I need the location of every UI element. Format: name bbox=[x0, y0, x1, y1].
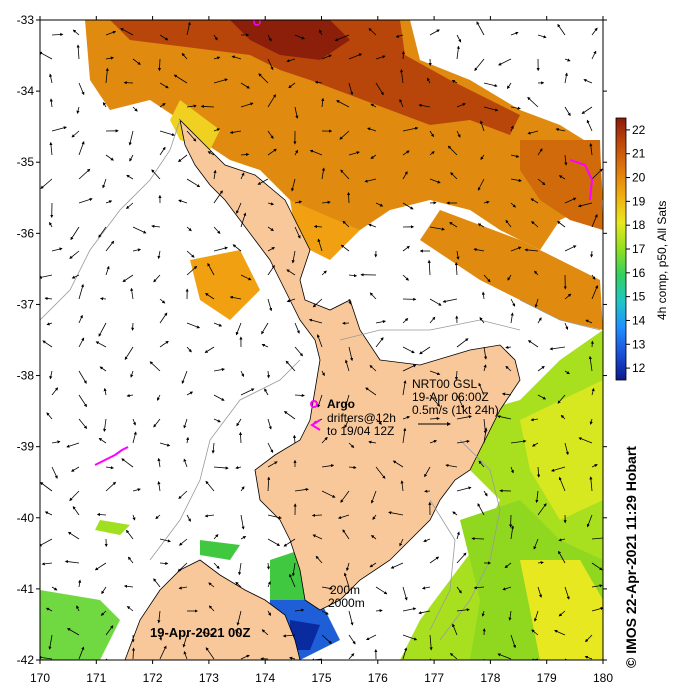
lat-tick-label: -41 bbox=[17, 582, 35, 596]
lon-tick-label: 175 bbox=[311, 671, 331, 685]
current-arrow bbox=[101, 299, 106, 300]
colorbar-tick-label: 12 bbox=[632, 361, 646, 375]
lon-tick-label: 172 bbox=[143, 671, 163, 685]
current-arrow bbox=[133, 323, 134, 330]
current-arrow bbox=[349, 193, 350, 203]
colorbar-tick-label: 14 bbox=[632, 313, 646, 327]
lat-tick-label: -36 bbox=[17, 226, 35, 240]
colorbar-tick-label: 16 bbox=[632, 266, 646, 280]
lat-tick-label: -42 bbox=[17, 653, 35, 667]
lon-tick-label: 173 bbox=[199, 671, 219, 685]
argo-label: Argo bbox=[327, 397, 355, 411]
date-label: 19-Apr-2021 00Z bbox=[150, 625, 250, 640]
lat-tick-label: -40 bbox=[17, 511, 35, 525]
current-arrow bbox=[592, 341, 593, 347]
colorbar-tick-label: 17 bbox=[632, 242, 646, 256]
contour-2000-label: 2000m bbox=[328, 596, 365, 610]
colorbar-tick-label: 21 bbox=[632, 147, 646, 161]
colorbar-tick-label: 13 bbox=[632, 337, 646, 351]
current-arrow bbox=[313, 515, 322, 516]
colorbar-tick-label: 20 bbox=[632, 171, 646, 185]
colorbar: 12 13 14 15 16 17 18 19 20 21 22 4h comp, p50, All… bbox=[616, 118, 669, 380]
lat-tick-label: -38 bbox=[17, 369, 35, 383]
nrt-line1: NRT00 GSL bbox=[412, 377, 477, 391]
nrt-line3: 0.5m/s (1kt 24h) bbox=[412, 403, 499, 417]
colorbar-tick-label: 15 bbox=[632, 290, 646, 304]
lon-tick-label: 174 bbox=[255, 671, 275, 685]
lat-tick-label: -39 bbox=[17, 440, 35, 454]
current-arrow bbox=[472, 539, 484, 540]
lon-tick-label: 180 bbox=[593, 671, 613, 685]
nrt-line2: 19-Apr 06:00Z bbox=[412, 390, 489, 404]
colorbar-ticks: 12 13 14 15 16 17 18 19 20 21 22 bbox=[626, 123, 646, 375]
colorbar-tick-label: 18 bbox=[632, 218, 646, 232]
lon-tick-label: 171 bbox=[86, 671, 106, 685]
lon-tick-label: 177 bbox=[424, 671, 444, 685]
colorbar-tick-label: 22 bbox=[632, 123, 646, 137]
colorbar-label: 4h comp, p50, All Sats bbox=[655, 201, 669, 320]
lat-tick-label: -33 bbox=[17, 13, 35, 27]
colorbar-tick-label: 19 bbox=[632, 194, 646, 208]
colorbar-gradient bbox=[616, 118, 626, 380]
contour-200-label: 200m bbox=[330, 583, 360, 597]
credit-text: © IMOS 22-Apr-2021 11:29 Hobart bbox=[623, 446, 639, 668]
lon-tick-label: 178 bbox=[480, 671, 500, 685]
lon-tick-label: 176 bbox=[368, 671, 388, 685]
lon-tick-label: 179 bbox=[537, 671, 557, 685]
drifters-line1: drifters@12h bbox=[327, 411, 396, 425]
drifters-line2: to 19/04 12Z bbox=[327, 424, 394, 438]
lat-tick-label: -37 bbox=[17, 297, 35, 311]
lat-tick-label: -34 bbox=[17, 84, 35, 98]
lon-tick-label: 170 bbox=[30, 671, 50, 685]
lat-tick-label: -35 bbox=[17, 155, 35, 169]
